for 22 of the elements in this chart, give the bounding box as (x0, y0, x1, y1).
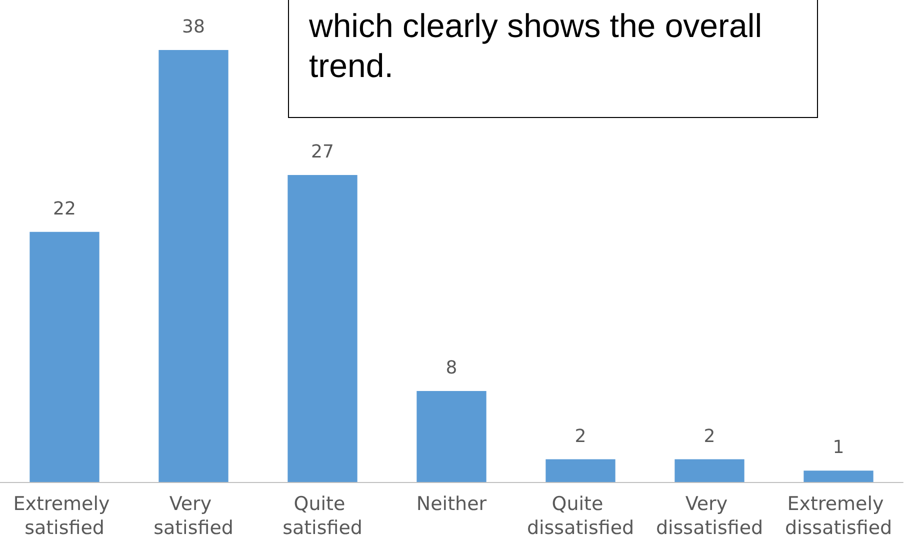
bar (674, 459, 744, 482)
text-box: which clearly shows the overall trend. (288, 0, 818, 118)
x-tick-label: Extremely satisfied (13, 493, 116, 539)
bar (804, 470, 874, 482)
bar (288, 175, 358, 482)
x-tick-label: Quite dissatisfied (526, 493, 634, 539)
data-label: 38 (182, 16, 205, 38)
x-tick-label: Very dissatisfied (656, 493, 764, 539)
data-label: 2 (704, 426, 716, 447)
bar (416, 391, 486, 482)
x-tick-label: Neither (416, 493, 487, 515)
bar (546, 459, 616, 482)
bar (30, 232, 100, 482)
data-label: 2 (574, 426, 586, 447)
data-label: 1 (832, 437, 844, 458)
data-label: 22 (53, 198, 76, 220)
bar (158, 50, 228, 482)
data-label: 8 (446, 358, 458, 379)
x-tick-label: Very satisfied (154, 493, 234, 539)
data-label: 27 (311, 142, 334, 163)
x-tick-label: Quite satisfied (282, 493, 362, 539)
x-tick-label: Extremely dissatisfied (784, 493, 892, 539)
